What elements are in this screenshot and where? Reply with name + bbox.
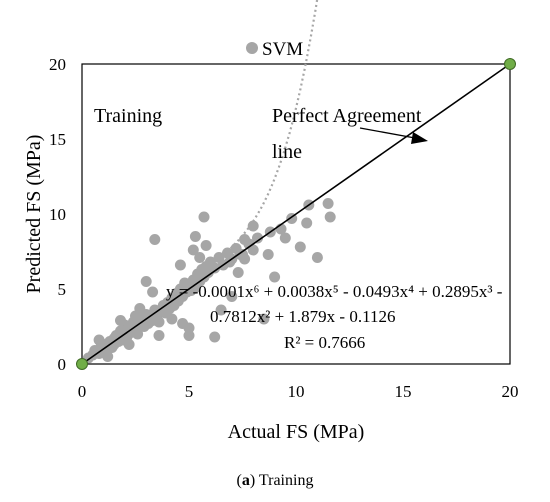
perfect-agreement-line <box>81 63 511 365</box>
y-tick-label: 0 <box>58 355 67 374</box>
figure-caption: (a) Training <box>0 472 550 490</box>
y-tick-label: 10 <box>49 205 66 224</box>
data-point <box>166 313 178 325</box>
caption-open: ( <box>236 472 242 489</box>
data-point <box>209 331 221 343</box>
caption-letter: a <box>241 472 250 489</box>
data-point <box>322 198 334 209</box>
y-axis-title: Predicted FS (MPa) <box>23 135 45 294</box>
data-point <box>115 315 126 326</box>
legend-label: SVM <box>262 39 303 60</box>
annotation-arrow-line <box>359 127 416 139</box>
r-squared-label: R² = 0.7666 <box>284 333 365 352</box>
data-point <box>140 276 152 287</box>
perfect-line-label-2: line <box>272 141 302 163</box>
data-point <box>237 249 248 260</box>
y-tick-label: 20 <box>49 55 66 74</box>
data-point <box>252 232 263 244</box>
y-tick-label: 5 <box>58 280 67 299</box>
data-point <box>153 330 165 341</box>
data-point <box>200 240 212 251</box>
data-point <box>93 334 105 346</box>
x-tick-label: 5 <box>185 382 194 401</box>
data-point <box>123 339 135 350</box>
plot-area-frame <box>81 63 511 365</box>
data-point <box>209 262 221 274</box>
data-point <box>258 313 270 325</box>
data-point <box>247 244 259 256</box>
data-point <box>149 234 161 245</box>
data-point <box>134 303 146 314</box>
y-tick-labels: 0 5 10 15 20 <box>49 55 66 374</box>
x-tick-label: 10 <box>288 382 305 401</box>
endpoint-max-marker <box>504 58 516 70</box>
annotation-arrowhead <box>411 132 428 144</box>
data-point <box>174 259 186 271</box>
x-tick-label: 15 <box>395 382 412 401</box>
data-point <box>183 330 195 341</box>
data-point <box>153 316 165 328</box>
data-point <box>239 234 251 245</box>
data-point <box>232 267 244 278</box>
data-point <box>262 249 274 260</box>
data-point <box>247 220 259 232</box>
panel-label: Training <box>94 105 162 127</box>
data-point <box>226 291 238 302</box>
data-point <box>132 328 144 340</box>
caption-text: ) Training <box>249 472 314 489</box>
chart-svg: 0 5 10 15 20 0 5 10 15 20 SVM Training Perfect A… <box>23 0 519 443</box>
data-point <box>187 244 199 256</box>
y-tick-label: 15 <box>49 130 66 149</box>
data-point <box>215 304 227 316</box>
x-tick-labels: 0 5 10 15 20 <box>78 382 519 401</box>
data-point <box>194 252 206 263</box>
data-point <box>102 351 114 362</box>
data-point <box>324 211 336 223</box>
data-point <box>269 271 281 283</box>
perfect-line-label-1: Perfect Agreement <box>272 105 422 127</box>
data-point <box>189 231 201 242</box>
polynomial-trendline <box>87 0 319 359</box>
x-tick-label: 0 <box>78 382 87 401</box>
data-point <box>198 211 210 223</box>
x-tick-label: 20 <box>502 382 519 401</box>
trend-equation-line-2: 0.7812x² + 1.879x - 0.1126 <box>210 307 395 326</box>
data-point <box>147 286 159 298</box>
data-point <box>311 252 323 263</box>
data-point <box>301 217 313 229</box>
endpoint-origin-marker <box>76 358 88 370</box>
data-point <box>294 241 306 253</box>
data-point <box>279 232 291 244</box>
x-axis-title: Actual FS (MPa) <box>228 421 365 443</box>
trend-equation-line-1: y = -0.0001x⁶ + 0.0038x⁵ - 0.0493x⁴ + 0.… <box>166 282 503 301</box>
legend-marker <box>246 42 258 54</box>
